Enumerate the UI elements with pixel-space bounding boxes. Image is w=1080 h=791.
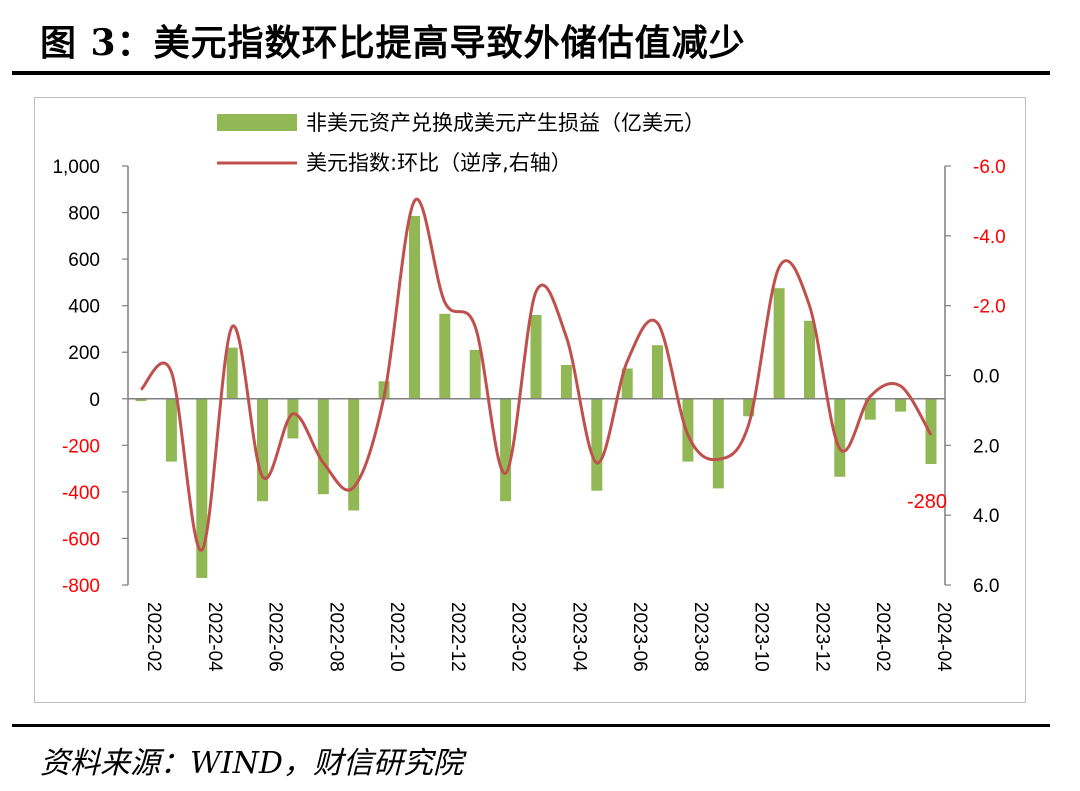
bar: [287, 398, 299, 439]
bar: [773, 288, 785, 399]
left-tick-label: -800: [62, 576, 100, 597]
right-tick-label: 6.0: [973, 576, 999, 597]
bar: [560, 365, 572, 399]
bar: [409, 216, 420, 399]
x-tick-label: 2022-12: [447, 602, 468, 672]
legend-swatch-bars: [217, 114, 297, 131]
bar: [469, 349, 481, 399]
bar: [530, 315, 542, 399]
bar: [834, 398, 846, 477]
legend: 非美元资产兑换成美元产生损益（亿美元） 美元指数:环比（逆序,右轴）: [217, 111, 705, 175]
footer-rule: [12, 724, 1050, 727]
bar: [135, 398, 147, 402]
dollar-index-line: [139, 197, 933, 552]
x-tick-label: 2024-04: [933, 602, 954, 672]
bar: [712, 398, 724, 489]
left-tick-label: -600: [62, 529, 100, 550]
bar: [317, 398, 329, 495]
bars-layer: [135, 216, 937, 578]
bar: [621, 368, 633, 399]
right-tick-label: -2.0: [973, 297, 1006, 318]
left-tick-label: 200: [68, 343, 100, 364]
bar: [500, 398, 512, 502]
bar: [743, 398, 755, 417]
bar: [439, 313, 451, 399]
right-tick-label: 0.0: [973, 367, 999, 388]
left-tick-label: 600: [68, 250, 100, 271]
bar: [591, 398, 603, 491]
bar: [196, 398, 208, 578]
bar: [348, 398, 360, 511]
title-rule: [12, 71, 1050, 75]
bar: [257, 398, 268, 502]
bar: [652, 345, 663, 399]
right-tick-label: 2.0: [973, 436, 999, 457]
bar: [895, 398, 907, 412]
bar: [682, 398, 694, 462]
bar: [864, 398, 876, 420]
x-tick-label: 2023-06: [629, 602, 650, 672]
left-tick-label: -400: [62, 483, 100, 504]
x-tick-label: 2023-08: [690, 602, 711, 672]
bar: [226, 347, 238, 399]
x-tick-label: 2022-08: [325, 602, 346, 672]
left-tick-label: 1,000: [52, 157, 100, 178]
figure-title: 图 3：美元指数环比提高导致外储估值减少: [40, 22, 746, 64]
x-tick-label: 2022-06: [265, 602, 286, 672]
right-tick-label: -4.0: [973, 227, 1006, 248]
right-tick-label: 4.0: [973, 506, 999, 527]
x-tick-label: 2022-10: [386, 602, 407, 672]
annotation-label: -280: [907, 491, 947, 513]
x-tick-label: 2024-02: [872, 602, 893, 672]
bar: [925, 398, 937, 464]
chart-frame: [34, 97, 1026, 703]
x-tick-label: 2023-02: [508, 602, 529, 672]
bar: [804, 320, 815, 399]
x-tick-label: 2022-04: [204, 602, 225, 672]
left-tick-label: 800: [68, 204, 100, 225]
source-note: 资料来源：WIND，财信研究院: [40, 746, 463, 781]
x-tick-label: 2023-12: [811, 602, 832, 672]
left-tick-label: -200: [62, 436, 100, 457]
left-tick-label: 0: [89, 390, 100, 411]
line-layer: [139, 197, 933, 552]
x-tick-label: 2023-10: [751, 602, 772, 672]
x-tick-label: 2022-02: [143, 602, 164, 672]
x-tick-label: 2023-04: [568, 602, 589, 672]
left-tick-label: 400: [68, 297, 100, 318]
text-layer: -800 -600 -400 -200 0 200 400 600 800 1,000 -6.0 -4…: [52, 157, 1005, 672]
legend-label-bars: 非美元资产兑换成美元产生损益（亿美元）: [306, 111, 705, 135]
axes-layer: [122, 165, 951, 586]
legend-label-line: 美元指数:环比（逆序,右轴）: [306, 151, 572, 175]
right-tick-label: -6.0: [973, 157, 1006, 178]
bar: [165, 398, 177, 462]
